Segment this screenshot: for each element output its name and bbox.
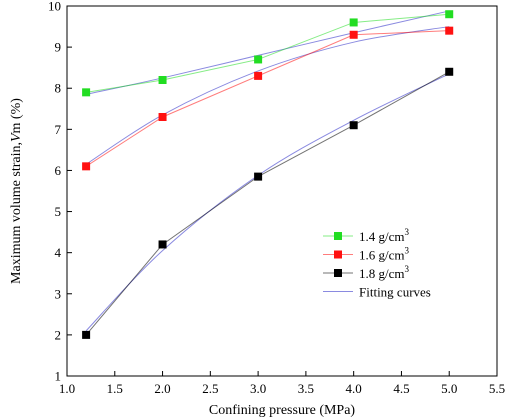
x-tick-label: 1.5: [107, 381, 123, 396]
legend-marker-0: [334, 232, 342, 240]
legend-label-1: 1.6 g/cm3: [359, 246, 410, 263]
x-tick-label: 2.5: [202, 381, 218, 396]
data-point: [82, 88, 91, 97]
data-point: [82, 162, 91, 171]
data-point: [82, 330, 91, 339]
y-tick-label: 6: [55, 163, 62, 178]
y-tick-label: 7: [55, 122, 62, 137]
x-tick-label: 5.5: [489, 381, 505, 396]
x-tick-label: 4.5: [393, 381, 409, 396]
x-tick-label: 4.0: [346, 381, 362, 396]
y-tick-label: 5: [55, 204, 62, 219]
x-tick-label: 1.0: [59, 381, 75, 396]
y-axis-title-variable: V: [9, 132, 24, 142]
legend-label-superscript: 3: [405, 246, 410, 256]
y-tick-label: 2: [55, 327, 62, 342]
y-axis-title-subscript: m: [9, 122, 24, 133]
data-point: [445, 26, 454, 35]
data-point: [158, 240, 167, 249]
legend-marker-1: [334, 250, 342, 259]
legend-label-2: 1.8 g/cm3: [359, 264, 410, 281]
x-tick-label: 3.5: [298, 381, 314, 396]
data-point: [254, 71, 263, 80]
y-tick-label: 3: [55, 286, 62, 301]
x-tick-label: 5.0: [441, 381, 457, 396]
legend-label-superscript: 3: [405, 227, 410, 237]
y-axis-title: Maximum volume strain,Vm (%): [9, 98, 24, 284]
legend-label-text: 1.8 g/cm: [359, 266, 405, 281]
fitting-curve-0: [86, 10, 450, 95]
x-tick-label: 3.0: [250, 381, 266, 396]
data-point: [349, 18, 358, 27]
y-tick-label: 8: [55, 81, 62, 96]
data-point: [349, 30, 358, 39]
legend-label-superscript: 3: [405, 264, 410, 274]
data-point: [349, 121, 358, 130]
fitting-curves: [85, 10, 450, 332]
legend-label-text: 1.6 g/cm: [359, 248, 405, 263]
legend-label-text: 1.4 g/cm: [359, 229, 405, 244]
x-tick-label: 2.0: [154, 381, 170, 396]
legend-label-0: 1.4 g/cm3: [359, 227, 410, 244]
data-point: [158, 113, 167, 121]
y-tick-label: 9: [55, 40, 62, 55]
y-tick-label: 10: [48, 0, 61, 14]
y-tick-label: 4: [55, 245, 62, 260]
y-tick-label: 1: [55, 369, 62, 384]
data-point: [158, 76, 167, 84]
x-axis-title: Confining pressure (MPa): [209, 403, 356, 418]
data-point: [254, 55, 263, 64]
axis-ticks: 1.0 1.5 2.0 2.5 3.0 3.5 4.0 4.5 5.0 5.5 1 2 3 4 5 6 7 8 9 1…: [48, 0, 505, 396]
y-axis-title-unit: (%): [9, 98, 24, 123]
legend-label-fit: Fitting curves: [359, 285, 431, 300]
legend-marker-2: [334, 269, 342, 277]
data-markers: [82, 10, 454, 339]
data-point: [254, 172, 263, 181]
fitting-curve-1: [85, 26, 450, 165]
series-line-1: [85, 30, 450, 167]
y-axis-title-main: Maximum volume strain,: [9, 142, 24, 284]
data-point: [445, 67, 454, 76]
data-point: [445, 10, 454, 19]
plot-frame: [66, 5, 498, 377]
